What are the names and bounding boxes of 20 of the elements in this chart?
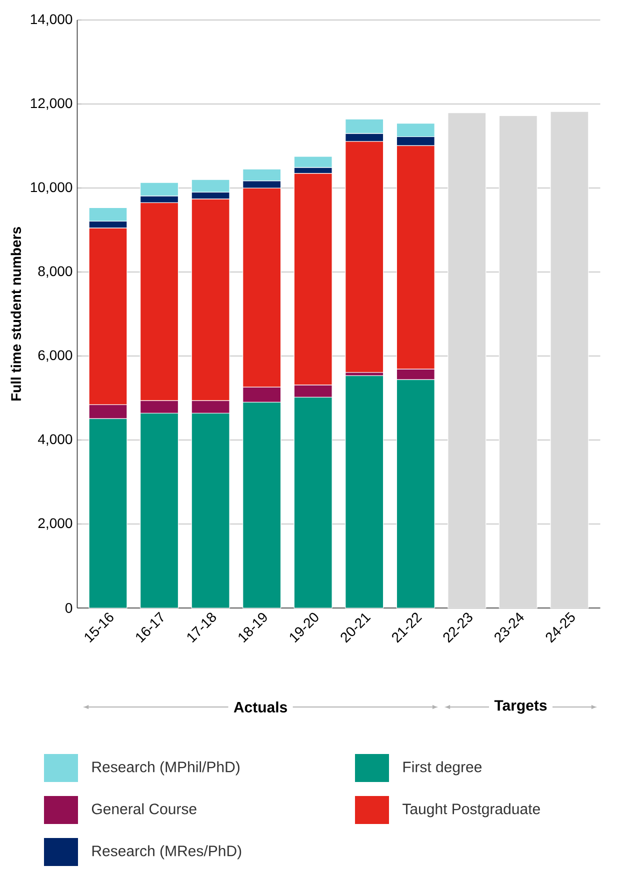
y-tick-label: 0	[65, 603, 72, 613]
bar	[448, 112, 486, 608]
y-tick-label: 10,000	[30, 182, 72, 194]
legend-label: Research (MPhil/PhD)	[92, 761, 240, 776]
y-tick-label: 8,000	[38, 266, 72, 278]
y-axis-title: Full time student numbers	[10, 227, 22, 401]
y-tick-label: 12,000	[30, 98, 72, 110]
bar	[345, 375, 384, 608]
legend-label: General Course	[92, 803, 196, 814]
legend-label: Research (MRes/PhD)	[92, 845, 242, 860]
legend-label: Taught Postgraduate	[402, 803, 540, 818]
legend-label: First degree	[403, 761, 482, 776]
bar	[498, 115, 538, 608]
bar	[550, 111, 589, 608]
y-tick-label: 4,000	[38, 434, 72, 446]
text: Actuals	[234, 701, 287, 712]
y-tick-label: 2,000	[38, 518, 72, 530]
y-tick-label: 14,000	[30, 14, 72, 26]
y-tick-label: 6,000	[38, 350, 72, 362]
text: Targets	[494, 700, 547, 714]
